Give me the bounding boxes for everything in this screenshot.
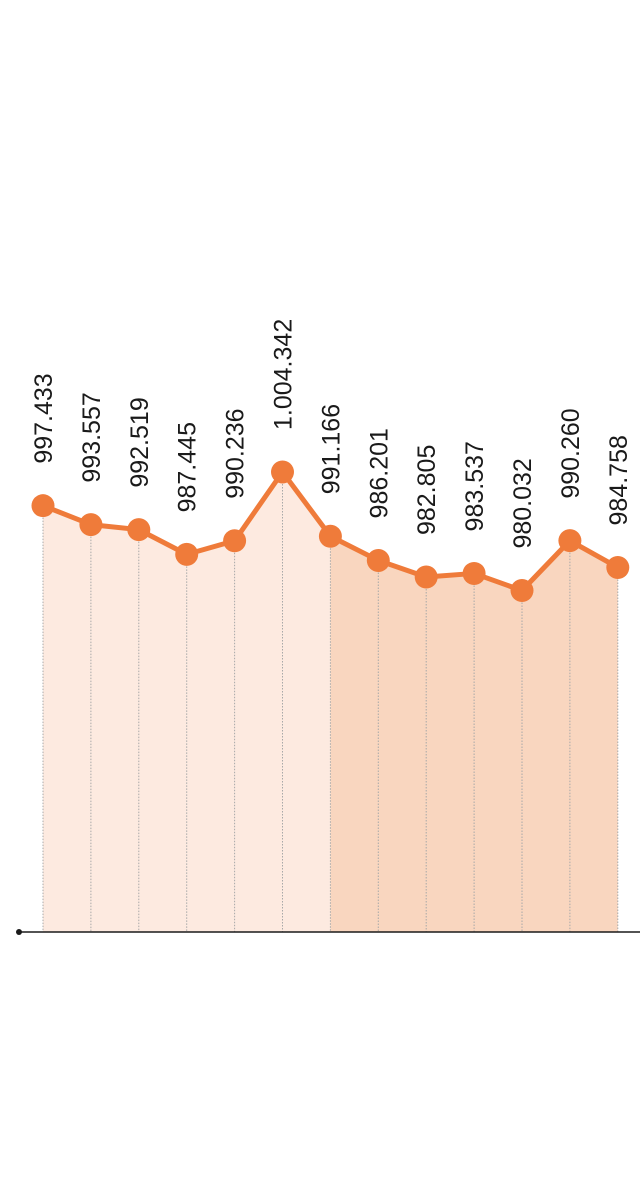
data-label: 987.445 [174,422,202,512]
data-label: 992.519 [126,397,154,487]
data-label: 997.433 [30,373,58,463]
data-point [271,460,294,484]
area-fill-highlight [330,536,618,932]
data-label: 1.004.342 [270,319,298,430]
data-label: 990.260 [557,408,585,498]
data-label: 983.537 [461,441,489,531]
data-point [606,555,630,579]
x-axis-layer [16,929,640,935]
data-point [462,561,486,585]
data-point [127,518,151,542]
data-point [79,513,103,537]
data-labels-layer: 997.433 993.557 992.519 987.445 990.236 1.004… [30,319,633,549]
data-point [510,579,534,603]
data-label: 990.236 [222,408,250,498]
data-point [175,542,199,566]
data-point [31,494,55,518]
x-axis-origin-dot [16,929,22,935]
data-points-layer [31,460,630,603]
data-label: 980.032 [509,458,537,548]
data-point [223,529,247,553]
data-point [558,529,582,553]
data-point [366,548,390,572]
data-label: 991.166 [317,404,345,494]
data-point [414,565,438,589]
data-label: 986.201 [365,428,393,518]
data-label: 984.758 [605,435,633,525]
drop-lines-layer [42,472,619,932]
data-label: 982.805 [413,445,441,535]
data-label: 993.557 [78,392,106,482]
data-point [318,524,342,548]
